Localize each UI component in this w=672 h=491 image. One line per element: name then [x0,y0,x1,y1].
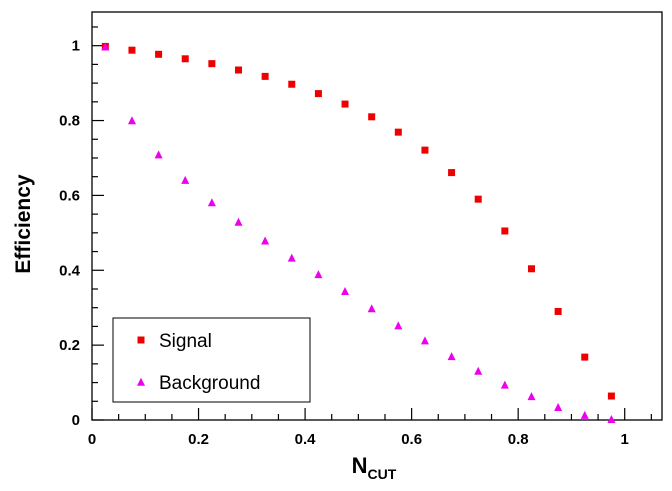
signal-point [527,265,535,273]
series-layer [101,42,616,424]
signal-point [368,113,376,121]
background-point [341,286,350,295]
signal-point [501,227,509,235]
background-series [101,42,616,424]
background-point [580,410,589,419]
background-legend-label: Background [159,373,260,394]
x-axis-title: NCUT [352,453,397,482]
x-tick-label: 0.4 [295,431,317,448]
x-tick-label: 0.6 [401,431,422,448]
background-point [394,321,403,330]
y-tick-label: 0.2 [59,337,80,354]
background-point [127,116,136,125]
background-point [234,217,243,226]
background-point [420,336,429,345]
signal-point [155,50,163,58]
signal-point [234,66,242,74]
signal-legend-marker [137,336,145,344]
background-point [207,198,216,207]
y-axis-tick-labels: 0 0.2 0.4 0.6 0.8 1 [59,38,81,429]
signal-point [394,128,402,136]
signal-point [421,146,429,154]
signal-point [314,90,322,98]
background-point [500,380,509,389]
signal-point [128,46,136,54]
y-tick-label: 1 [72,38,80,55]
signal-legend-label: Signal [159,331,212,352]
x-axis-ticks [91,408,652,420]
x-tick-label: 0 [88,431,96,448]
signal-point [581,353,589,361]
background-legend-marker [137,377,145,386]
background-point [367,304,376,313]
x-tick-label: 0.2 [188,431,209,448]
signal-point [448,169,456,177]
plot-frame [91,11,663,421]
signal-point [261,72,269,80]
y-axis-title: Efficiency [12,174,35,274]
background-point [527,392,536,401]
y-tick-label: 0.4 [59,262,81,279]
background-point [554,403,563,412]
signal-point [474,195,482,203]
signal-point [341,100,349,108]
background-point [314,270,323,279]
x-axis-tick-labels: 0 0.2 0.4 0.6 0.8 1 [88,431,629,448]
signal-point [181,55,189,63]
legend-box [112,317,311,403]
signal-point [208,60,216,68]
x-tick-label: 0.8 [508,431,529,448]
background-point [101,42,110,51]
background-point [474,366,483,375]
y-tick-label: 0.6 [59,187,80,204]
x-tick-label: 1 [621,431,629,448]
legend: Signal Background [112,317,311,403]
legend-items: Signal Background [137,331,260,394]
background-point [154,150,163,159]
x-axis-title-main: N [352,453,368,478]
signal-point [607,392,615,400]
background-point [181,175,190,184]
x-axis-title-subscript: CUT [368,466,397,482]
y-tick-label: 0 [72,412,80,429]
y-tick-label: 0.8 [59,113,80,130]
background-point [607,415,616,424]
background-point [447,352,456,361]
signal-point [288,80,296,88]
background-point [261,236,270,245]
background-point [287,253,296,262]
y-axis-ticks [92,26,104,421]
signal-point [554,307,562,315]
